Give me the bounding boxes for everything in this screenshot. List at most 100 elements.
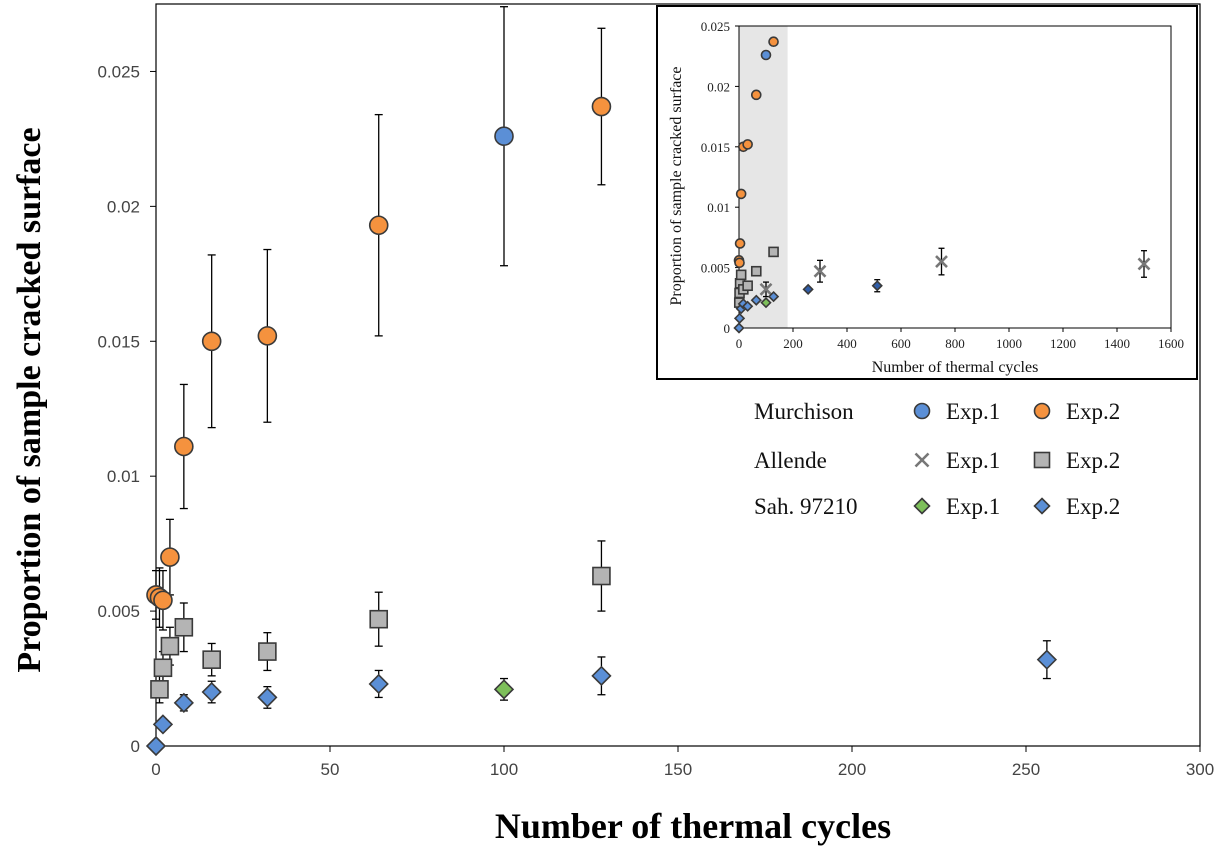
legend-marker <box>1033 402 1051 420</box>
inset-data-point <box>735 188 747 200</box>
legend-item-label: Exp.2 <box>1066 399 1120 424</box>
inset-data-point <box>742 139 753 150</box>
inset-data-point <box>733 322 745 334</box>
inset-data-point <box>734 257 745 269</box>
legend-marker <box>913 402 931 420</box>
inset-data-point <box>802 283 814 295</box>
legend-group-label: Murchison <box>754 399 854 424</box>
data-point <box>150 680 169 699</box>
inset-data-point <box>735 269 747 281</box>
data-point <box>591 96 612 117</box>
legend-marker <box>1033 451 1051 469</box>
data-point <box>152 714 174 735</box>
legend-row-sah-97210: Sah. 97210 Exp.1 Exp.2 <box>754 494 1120 519</box>
series-sah-97210-exp-1 <box>493 677 515 701</box>
inset-highlight-region <box>739 26 788 328</box>
inset-y-tick-label: 0.01 <box>707 200 730 215</box>
data-point <box>369 609 389 629</box>
inset-data-point <box>750 294 762 306</box>
data-point <box>174 436 194 457</box>
data-point <box>591 665 612 686</box>
inset-data-point <box>768 36 779 48</box>
main-x-tick-label: 250 <box>1012 760 1040 779</box>
inset-data-point <box>1137 257 1151 271</box>
main-x-tick-label: 150 <box>664 760 692 779</box>
inset-data-point <box>742 300 754 312</box>
inset-x-tick-label: 1400 <box>1104 336 1130 351</box>
series-murchison-exp-2 <box>146 27 612 631</box>
inset-data-point <box>935 255 948 268</box>
inset-series-murchison-exp-2 <box>733 36 779 269</box>
series-allende-exp-2 <box>150 540 611 704</box>
inset-data-point <box>750 89 762 101</box>
inset-x-tick-label: 0 <box>736 336 743 351</box>
data-point <box>494 126 514 147</box>
inset-data-point <box>760 49 772 61</box>
inset-x-axis-title: Number of thermal cycles <box>872 359 1039 376</box>
legend-item-label: Exp.2 <box>1066 494 1120 519</box>
inset-series-sah-97210-exp-1 <box>760 297 772 309</box>
main-y-tick-label: 0.005 <box>97 602 140 621</box>
inset-data-point <box>759 282 773 296</box>
inset-series-murchison-exp-1 <box>760 49 772 61</box>
main-y-tick-label: 0 <box>131 737 140 756</box>
inset-y-tick-label: 0 <box>724 321 731 336</box>
data-point <box>201 681 222 703</box>
main-x-tick-label: 200 <box>838 760 866 779</box>
main-x-tick-label: 0 <box>151 760 160 779</box>
legend-item-label: Exp.1 <box>946 448 1000 473</box>
data-point <box>173 692 194 713</box>
inset-series-sah-97210-exp-2-long <box>802 279 883 295</box>
main-y-tick-label: 0.02 <box>107 197 140 216</box>
inset-x-tick-label: 600 <box>891 336 911 351</box>
inset-x-tick-label: 200 <box>783 336 803 351</box>
main-x-tick-label: 100 <box>490 760 518 779</box>
data-point <box>153 590 173 611</box>
inset-data-point <box>813 264 827 278</box>
legend-row-murchison: Murchison Exp.1 Exp.2 <box>754 399 1120 424</box>
inset-x-tick-label: 1600 <box>1158 336 1184 351</box>
data-point <box>592 566 611 586</box>
legend-marker <box>1033 497 1051 515</box>
inset-data-point <box>768 246 779 258</box>
main-y-tick-label: 0.015 <box>97 332 140 351</box>
inset-data-point <box>871 280 883 292</box>
inset-data-point <box>733 312 746 324</box>
legend-row-allende: Allende Exp.1 Exp.2 <box>754 448 1120 473</box>
data-point <box>368 215 389 236</box>
inset-series-sah-97210-exp-2 <box>733 290 780 334</box>
inset-data-point <box>750 265 762 277</box>
legend-group-label: Sah. 97210 <box>754 494 858 519</box>
inset-x-tick-label: 1000 <box>996 336 1022 351</box>
legend-marker <box>913 497 931 515</box>
data-point <box>1036 649 1058 670</box>
series-murchison-exp-1 <box>494 6 514 267</box>
data-point <box>202 650 221 669</box>
main-x-tick-label: 50 <box>321 760 340 779</box>
inset-y-tick-label: 0.025 <box>701 19 730 34</box>
inset-x-tick-label: 800 <box>945 336 965 351</box>
main-y-tick-label: 0.025 <box>97 62 140 81</box>
inset-y-tick-label: 0.005 <box>701 261 730 276</box>
inset-data-point <box>767 290 780 303</box>
legend-marker <box>914 452 930 468</box>
data-point <box>257 326 278 346</box>
legend-item-label: Exp.1 <box>946 399 1000 424</box>
series-sah-97210-exp-2 <box>145 640 1058 757</box>
main-y-tick-label: 0.01 <box>107 467 140 486</box>
inset-series-allende-exp-1 <box>759 247 1151 298</box>
inset-x-tick-label: 1200 <box>1050 336 1076 351</box>
legend-item-label: Exp.1 <box>946 494 1000 519</box>
inset-data-point <box>734 238 746 249</box>
main-x-tick-label: 300 <box>1186 760 1214 779</box>
data-point <box>145 735 167 757</box>
inset-y-tick-label: 0.02 <box>707 79 730 94</box>
data-point <box>160 547 180 567</box>
data-point <box>493 679 515 700</box>
inset-data-point <box>742 280 753 292</box>
inset-data-point <box>760 297 772 309</box>
legend-group-label: Allende <box>754 448 827 473</box>
legend-item-label: Exp.2 <box>1066 448 1120 473</box>
